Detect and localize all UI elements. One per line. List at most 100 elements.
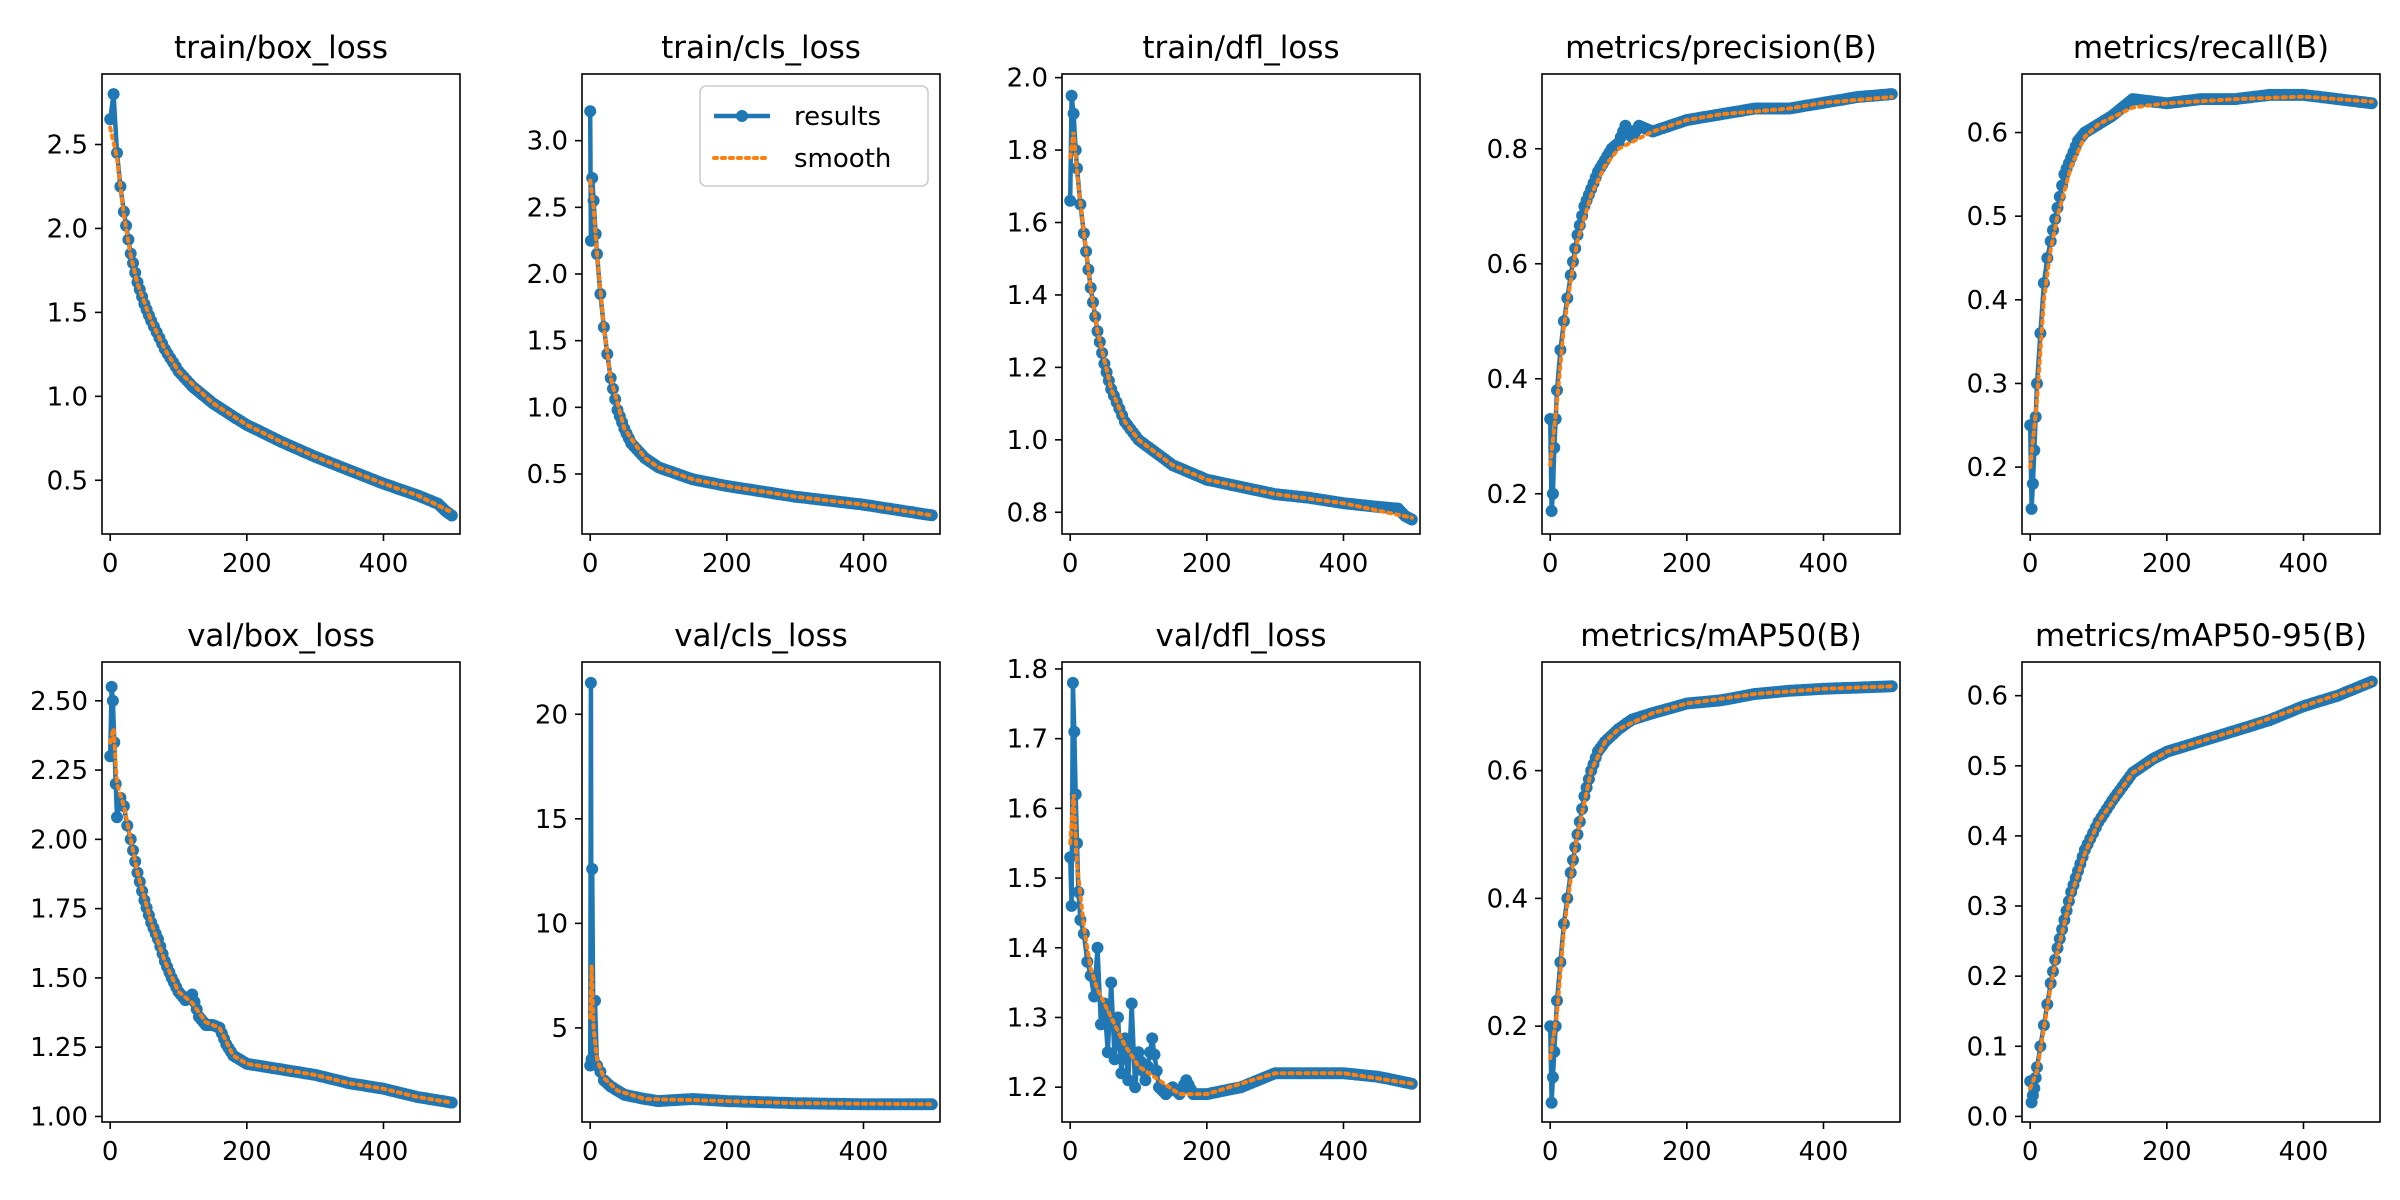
legend-smooth-label: smooth [794, 144, 891, 174]
axes-frame [2021, 73, 2381, 535]
x-tick-label: 200 [702, 549, 752, 579]
y-tick-label: 20 [535, 700, 568, 730]
results-point [1065, 899, 1078, 912]
smooth-line [588, 178, 934, 518]
x-tick-label: 400 [839, 1137, 889, 1167]
smooth-line [1068, 131, 1414, 520]
results-point [1132, 1046, 1145, 1059]
chart-panel: metrics/recall(B) 0 200 400 0.2 0.3 0.4 0.5 0.6 [1967, 30, 2381, 579]
x-tick-label: 0 [102, 1137, 119, 1167]
axes-frame [1541, 73, 1901, 535]
y-tick-label: 1.5 [527, 327, 568, 357]
results-point [1071, 162, 1083, 175]
legend-results-marker [736, 110, 748, 122]
results-point [106, 694, 119, 707]
y-tick-label: 0.6 [1487, 757, 1528, 787]
y-tick-label: 1.75 [30, 895, 88, 925]
results-point [445, 1096, 458, 1109]
x-tick-label: 0 [582, 1137, 599, 1167]
y-tick-label: 2.5 [47, 131, 88, 161]
plot-area [1544, 88, 1898, 517]
results-point [1148, 1048, 1161, 1061]
results-point [1112, 1011, 1124, 1024]
chart-panel: val/box_loss 0 200 400 1.00 1.25 1.50 1.75 2.00 2… [30, 618, 461, 1167]
results-point [1105, 976, 1118, 989]
results-line [587, 680, 932, 1107]
legend: results smooth [699, 85, 929, 187]
axes-frame [581, 73, 941, 535]
results-point [1066, 676, 1079, 689]
results-point [2025, 502, 2038, 515]
y-tick-label: 1.4 [1007, 934, 1048, 964]
results-point [2026, 477, 2039, 490]
x-tick-label: 0 [582, 549, 599, 579]
y-tick-label: 3.0 [527, 127, 568, 157]
results-point [104, 113, 117, 126]
chart-panel: train/box_loss 0 200 400 0.5 1.0 1.5 2.0 2.5 [47, 30, 461, 579]
y-tick-label: 0.4 [1967, 286, 2008, 316]
y-tick-label: 0.5 [1967, 752, 2008, 782]
y-tick-label: 0.2 [1487, 1012, 1528, 1042]
x-tick-label: 400 [1319, 1137, 1369, 1167]
chart-title: metrics/precision(B) [1565, 30, 1877, 66]
plot-area [2024, 675, 2378, 1109]
chart-title: metrics/mAP50-95(B) [2035, 618, 2367, 654]
results-point [1885, 88, 1898, 101]
results-point [1139, 1074, 1152, 1087]
plot-area [584, 676, 938, 1111]
chart-title: metrics/mAP50(B) [1580, 618, 1861, 654]
chart-title: train/dfl_loss [1142, 30, 1339, 66]
x-tick-label: 400 [359, 549, 409, 579]
results-point [1088, 990, 1101, 1003]
plot-area [584, 105, 938, 522]
y-tick-label: 1.25 [30, 1033, 88, 1063]
y-tick-label: 2.0 [47, 214, 88, 244]
plot-area [2024, 88, 2378, 515]
y-tick-label: 2.0 [1007, 64, 1048, 94]
y-tick-label: 1.8 [1007, 655, 1048, 685]
x-tick-label: 200 [1662, 549, 1712, 579]
smooth-line [1548, 95, 1894, 467]
axes-frame [2021, 661, 2381, 1123]
y-tick-label: 2.5 [527, 193, 568, 223]
x-tick-label: 400 [1799, 549, 1849, 579]
results-point [1146, 1032, 1159, 1045]
results-point [1064, 851, 1077, 864]
smooth-line [108, 728, 454, 1105]
y-tick-label: 0.5 [527, 460, 568, 490]
y-tick-label: 1.0 [47, 382, 88, 412]
y-tick-label: 1.0 [1007, 426, 1048, 456]
y-tick-label: 1.0 [527, 393, 568, 423]
x-tick-label: 200 [702, 1137, 752, 1167]
x-tick-label: 400 [839, 549, 889, 579]
x-tick-label: 400 [1319, 549, 1369, 579]
x-tick-label: 200 [2142, 1137, 2192, 1167]
x-tick-label: 0 [2022, 1137, 2039, 1167]
results-point [925, 509, 938, 522]
plot-area [1544, 680, 1898, 1109]
y-tick-label: 1.7 [1007, 725, 1048, 755]
x-tick-label: 400 [1799, 1137, 1849, 1167]
y-tick-label: 0.5 [1967, 202, 2008, 232]
chart-title: val/dfl_loss [1156, 618, 1327, 654]
y-tick-label: 0.2 [1967, 962, 2008, 992]
x-tick-label: 0 [102, 549, 119, 579]
y-tick-label: 2.00 [30, 825, 88, 855]
x-tick-label: 200 [1662, 1137, 1712, 1167]
x-tick-label: 0 [1542, 1137, 1559, 1167]
chart-panel: train/cls_loss 0 200 400 0.5 1.0 1.5 2.0 2.5 3.0 r… [527, 30, 941, 579]
axes-frame [581, 661, 941, 1123]
y-tick-label: 0.8 [1487, 135, 1528, 165]
y-tick-label: 1.6 [1007, 209, 1048, 239]
x-tick-label: 200 [222, 549, 272, 579]
x-tick-label: 0 [1062, 549, 1079, 579]
results-point [1068, 725, 1081, 738]
results-point [1108, 1053, 1121, 1066]
results-point [104, 750, 117, 763]
results-line [107, 91, 454, 518]
results-line [1067, 93, 1413, 522]
chart-title: train/cls_loss [661, 30, 861, 66]
x-tick-label: 400 [2279, 1137, 2329, 1167]
chart-panel: metrics/precision(B) 0 200 400 0.2 0.4 0.6 0.8 [1487, 30, 1901, 579]
results-line [1067, 680, 1413, 1097]
